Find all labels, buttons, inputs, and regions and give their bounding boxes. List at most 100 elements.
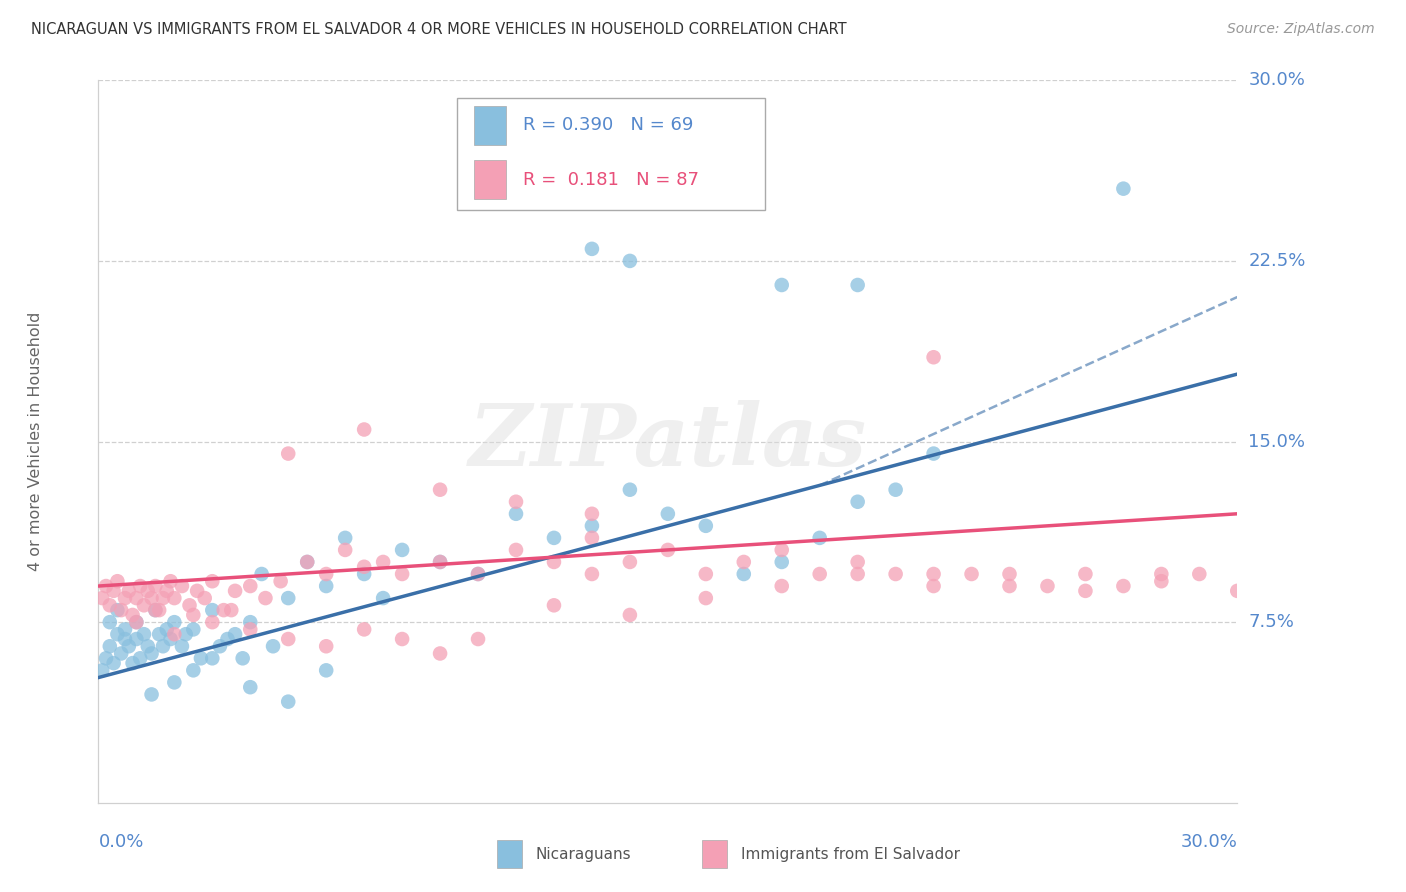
Point — [467, 567, 489, 582]
Point — [224, 627, 246, 641]
Point — [1188, 567, 1211, 582]
Point — [159, 574, 181, 589]
Point — [543, 531, 565, 545]
Point — [145, 603, 167, 617]
Point — [163, 591, 186, 605]
Point — [118, 639, 141, 653]
Point — [98, 599, 121, 613]
Point — [156, 583, 179, 598]
Point — [163, 627, 186, 641]
Point — [141, 591, 163, 605]
Point — [581, 518, 603, 533]
Point — [239, 579, 262, 593]
Point — [297, 555, 319, 569]
Point — [315, 664, 337, 678]
Point — [221, 603, 243, 617]
Point — [145, 579, 167, 593]
Point — [190, 651, 212, 665]
Text: Immigrants from El Salvador: Immigrants from El Salvador — [741, 847, 960, 862]
Point — [107, 627, 129, 641]
Text: Source: ZipAtlas.com: Source: ZipAtlas.com — [1227, 22, 1375, 37]
Point — [391, 542, 413, 557]
Point — [217, 632, 239, 646]
Point — [1074, 567, 1097, 582]
Point — [733, 555, 755, 569]
Point — [846, 494, 869, 508]
Point — [201, 603, 224, 617]
Point — [152, 639, 174, 653]
Point — [254, 591, 277, 605]
Point — [770, 579, 793, 593]
Point — [884, 483, 907, 497]
Point — [657, 542, 679, 557]
Point — [543, 555, 565, 569]
Point — [136, 639, 159, 653]
Point — [125, 632, 148, 646]
Point — [619, 555, 641, 569]
Point — [91, 664, 114, 678]
Point — [353, 567, 375, 582]
Point — [1074, 583, 1097, 598]
Point — [103, 656, 125, 670]
Point — [179, 599, 201, 613]
Point — [1150, 567, 1173, 582]
Point — [1036, 579, 1059, 593]
Point — [170, 579, 193, 593]
Point — [94, 651, 117, 665]
Point — [250, 567, 273, 582]
Point — [353, 559, 375, 574]
Point — [239, 615, 262, 630]
Point — [808, 531, 831, 545]
Point — [770, 555, 793, 569]
Point — [315, 567, 337, 582]
Point — [619, 253, 641, 268]
Point — [505, 542, 527, 557]
Point — [335, 531, 357, 545]
Point — [371, 591, 394, 605]
Text: 30.0%: 30.0% — [1249, 71, 1305, 89]
Point — [132, 599, 155, 613]
Point — [107, 574, 129, 589]
Text: 4 or more Vehicles in Household: 4 or more Vehicles in Household — [28, 312, 44, 571]
Point — [315, 639, 337, 653]
Point — [103, 583, 125, 598]
Point — [581, 242, 603, 256]
Point — [270, 574, 292, 589]
Bar — [498, 840, 522, 868]
Point — [1226, 583, 1249, 598]
Point — [239, 680, 262, 694]
Point — [212, 603, 235, 617]
Point — [581, 567, 603, 582]
Point — [98, 615, 121, 630]
Point — [619, 483, 641, 497]
Point — [91, 591, 114, 605]
Bar — [474, 105, 506, 145]
Point — [581, 531, 603, 545]
Point — [118, 583, 141, 598]
Point — [846, 555, 869, 569]
Point — [201, 651, 224, 665]
Point — [770, 542, 793, 557]
Point — [148, 603, 170, 617]
Point — [922, 567, 945, 582]
Point — [208, 639, 231, 653]
Point — [201, 615, 224, 630]
Point — [619, 607, 641, 622]
Point — [152, 591, 174, 605]
Point — [194, 591, 217, 605]
Text: 30.0%: 30.0% — [1181, 833, 1237, 851]
Point — [163, 615, 186, 630]
Point — [125, 615, 148, 630]
Point — [315, 579, 337, 593]
Point — [277, 695, 299, 709]
Text: 0.0%: 0.0% — [98, 833, 143, 851]
Text: Nicaraguans: Nicaraguans — [536, 847, 631, 862]
Point — [429, 555, 451, 569]
Point — [277, 632, 299, 646]
Point — [808, 567, 831, 582]
Point — [543, 599, 565, 613]
Point — [695, 591, 717, 605]
Point — [159, 632, 181, 646]
Point — [922, 579, 945, 593]
Point — [141, 687, 163, 701]
